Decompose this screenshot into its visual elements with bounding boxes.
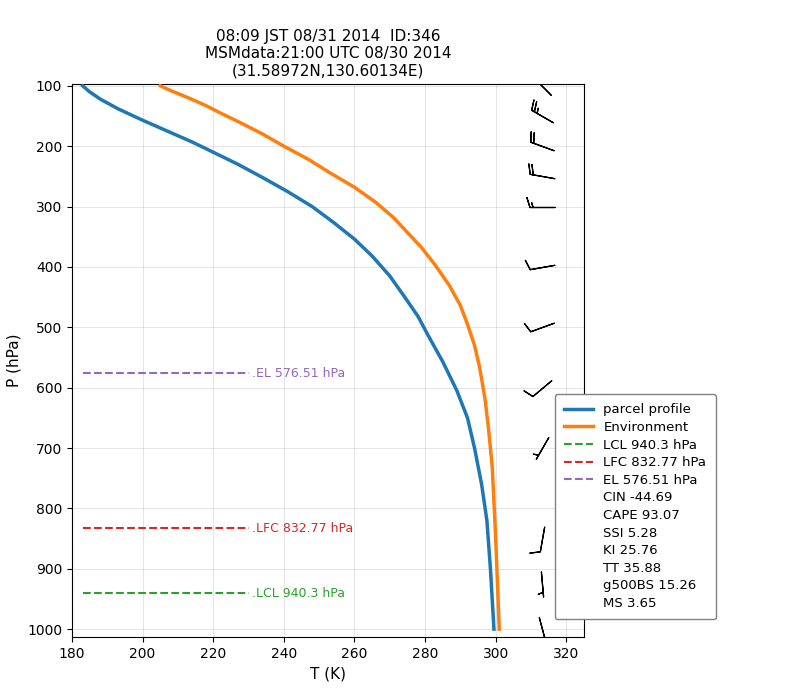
Text: .LFC 832.77 hPa: .LFC 832.77 hPa [252, 522, 354, 535]
Y-axis label: P (hPa): P (hPa) [6, 334, 22, 387]
Text: .EL 576.51 hPa: .EL 576.51 hPa [252, 367, 346, 380]
Title: 08:09 JST 08/31 2014  ID:346
MSMdata:21:00 UTC 08/30 2014
(31.58972N,130.60134E): 08:09 JST 08/31 2014 ID:346 MSMdata:21:0… [205, 29, 451, 78]
Legend: parcel profile, Environment, LCL 940.3 hPa, LFC 832.77 hPa, EL 576.51 hPa, CIN -: parcel profile, Environment, LCL 940.3 h… [554, 394, 716, 620]
X-axis label: T (K): T (K) [310, 666, 346, 681]
Text: .LCL 940.3 hPa: .LCL 940.3 hPa [252, 587, 345, 600]
